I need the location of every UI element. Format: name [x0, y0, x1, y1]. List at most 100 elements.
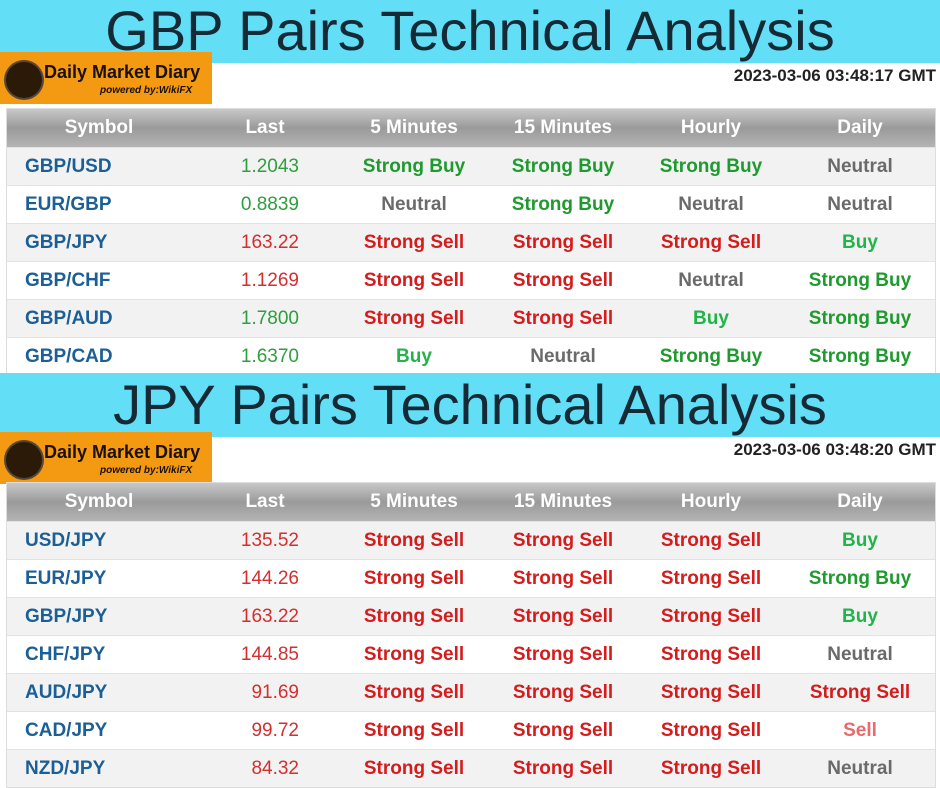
logo-name: Daily Market Diary — [44, 62, 201, 82]
last-price: 144.26 — [240, 568, 299, 589]
signal: Strong Sell — [512, 606, 614, 627]
signal: Strong Buy — [808, 270, 912, 291]
signal: Strong Sell — [512, 758, 614, 779]
last-price: 1.6370 — [240, 346, 299, 367]
signal: Strong Sell — [512, 568, 614, 589]
timestamp: 2023-03-06 03:48:17 GMT — [733, 66, 936, 85]
column-header: 15 Minutes — [513, 491, 613, 512]
logo-icon — [4, 60, 44, 100]
symbol: AUD/JPY — [25, 682, 108, 703]
signal: Strong Sell — [363, 530, 465, 551]
symbol: EUR/GBP — [25, 194, 112, 215]
signal: Strong Buy — [362, 156, 466, 177]
analysis-table: Symbol Last 5 Minutes 15 Minutes Hourly Daily… — [6, 108, 936, 376]
symbol: GBP/CAD — [25, 346, 113, 367]
signal: Strong Sell — [363, 606, 465, 627]
logo-icon — [4, 440, 44, 480]
timestamp: 2023-03-06 03:48:20 GMT — [733, 440, 936, 459]
signal: Strong Sell — [363, 308, 465, 329]
symbol: USD/JPY — [25, 530, 107, 551]
table-row: GBP/JPY 163.22 Strong Sell Strong Sell Stron… — [7, 597, 935, 635]
column-header: Last — [245, 491, 285, 512]
symbol: NZD/JPY — [25, 758, 106, 779]
table-body: USD/JPY 135.52 Strong Sell Strong Sell Stron… — [7, 521, 935, 787]
symbol: CHF/JPY — [25, 644, 106, 665]
column-header: Daily — [837, 491, 883, 512]
last-price: 163.22 — [240, 232, 299, 253]
table-row: AUD/JPY 91.69 Strong Sell Strong Sell Strong… — [7, 673, 935, 711]
table-row: CAD/JPY 99.72 Strong Sell Strong Sell Strong… — [7, 711, 935, 749]
last-price: 91.69 — [251, 682, 299, 703]
table-row: EUR/GBP 0.8839 Neutral Strong Buy Neutral Neu… — [7, 185, 935, 223]
signal: Neutral — [530, 346, 596, 367]
table-row: USD/JPY 135.52 Strong Sell Strong Sell Stron… — [7, 521, 935, 559]
logo: Daily Market Diary powered by:WikiFX — [0, 52, 212, 104]
last-price: 135.52 — [240, 530, 299, 551]
signal: Strong Sell — [363, 644, 465, 665]
signal: Buy — [842, 530, 878, 551]
last-price: 1.1269 — [240, 270, 299, 291]
signal: Strong Sell — [363, 568, 465, 589]
symbol: GBP/JPY — [25, 606, 108, 627]
table-header: Symbol Last 5 Minutes 15 Minutes Hourly Daily — [7, 483, 935, 521]
logo-tagline: powered by:WikiFX — [100, 85, 193, 96]
signal: Strong Sell — [512, 720, 614, 741]
signal: Strong Buy — [511, 156, 615, 177]
signal: Strong Buy — [511, 194, 615, 215]
logo-tagline: powered by:WikiFX — [100, 465, 193, 476]
table-header: Symbol Last 5 Minutes 15 Minutes Hourly Daily — [7, 109, 935, 147]
table-body: GBP/USD 1.2043 Strong Buy Strong Buy Strong … — [7, 147, 935, 375]
last-price: 99.72 — [251, 720, 299, 741]
table-row: NZD/JPY 84.32 Strong Sell Strong Sell Strong… — [7, 749, 935, 787]
signal: Strong Sell — [512, 308, 614, 329]
signal: Neutral — [678, 270, 744, 291]
last-price: 1.7800 — [240, 308, 299, 329]
column-header: 15 Minutes — [513, 117, 613, 138]
logo-name: Daily Market Diary — [44, 442, 201, 462]
signal: Strong Sell — [512, 530, 614, 551]
signal: Strong Sell — [660, 720, 762, 741]
signal: Strong Sell — [512, 232, 614, 253]
column-header: Hourly — [680, 117, 742, 138]
column-header: 5 Minutes — [370, 491, 458, 512]
last-price: 0.8839 — [240, 194, 299, 215]
symbol: GBP/AUD — [25, 308, 113, 329]
column-header: Daily — [837, 117, 883, 138]
signal: Strong Sell — [363, 270, 465, 291]
signal: Buy — [693, 308, 729, 329]
table-row: GBP/AUD 1.7800 Strong Sell Strong Sell Buy St… — [7, 299, 935, 337]
symbol: GBP/JPY — [25, 232, 108, 253]
signal: Neutral — [827, 194, 893, 215]
signal: Strong Sell — [660, 530, 762, 551]
signal: Strong Sell — [660, 606, 762, 627]
signal: Strong Sell — [660, 568, 762, 589]
signal: Strong Sell — [512, 644, 614, 665]
symbol: GBP/USD — [25, 156, 112, 177]
symbol: EUR/JPY — [25, 568, 107, 589]
table-row: CHF/JPY 144.85 Strong Sell Strong Sell Stron… — [7, 635, 935, 673]
signal: Strong Sell — [660, 232, 762, 253]
signal: Strong Sell — [512, 682, 614, 703]
signal: Strong Sell — [363, 232, 465, 253]
last-price: 144.85 — [240, 644, 299, 665]
signal: Buy — [396, 346, 432, 367]
column-header: 5 Minutes — [370, 117, 458, 138]
logo: Daily Market Diary powered by:WikiFX — [0, 432, 212, 484]
column-header: Symbol — [64, 117, 134, 138]
last-price: 163.22 — [240, 606, 299, 627]
last-price: 1.2043 — [240, 156, 299, 177]
signal: Strong Sell — [660, 682, 762, 703]
signal: Neutral — [678, 194, 744, 215]
signal: Sell — [843, 720, 877, 741]
signal: Strong Buy — [659, 346, 763, 367]
signal: Strong Sell — [660, 644, 762, 665]
signal: Strong Sell — [363, 720, 465, 741]
last-price: 84.32 — [251, 758, 299, 779]
table-row: GBP/CAD 1.6370 Buy Neutral Strong Buy Strong … — [7, 337, 935, 375]
table-row: GBP/USD 1.2043 Strong Buy Strong Buy Strong … — [7, 147, 935, 185]
signal: Neutral — [827, 758, 893, 779]
signal: Strong Sell — [660, 758, 762, 779]
column-header: Hourly — [680, 491, 742, 512]
signal: Neutral — [827, 156, 893, 177]
